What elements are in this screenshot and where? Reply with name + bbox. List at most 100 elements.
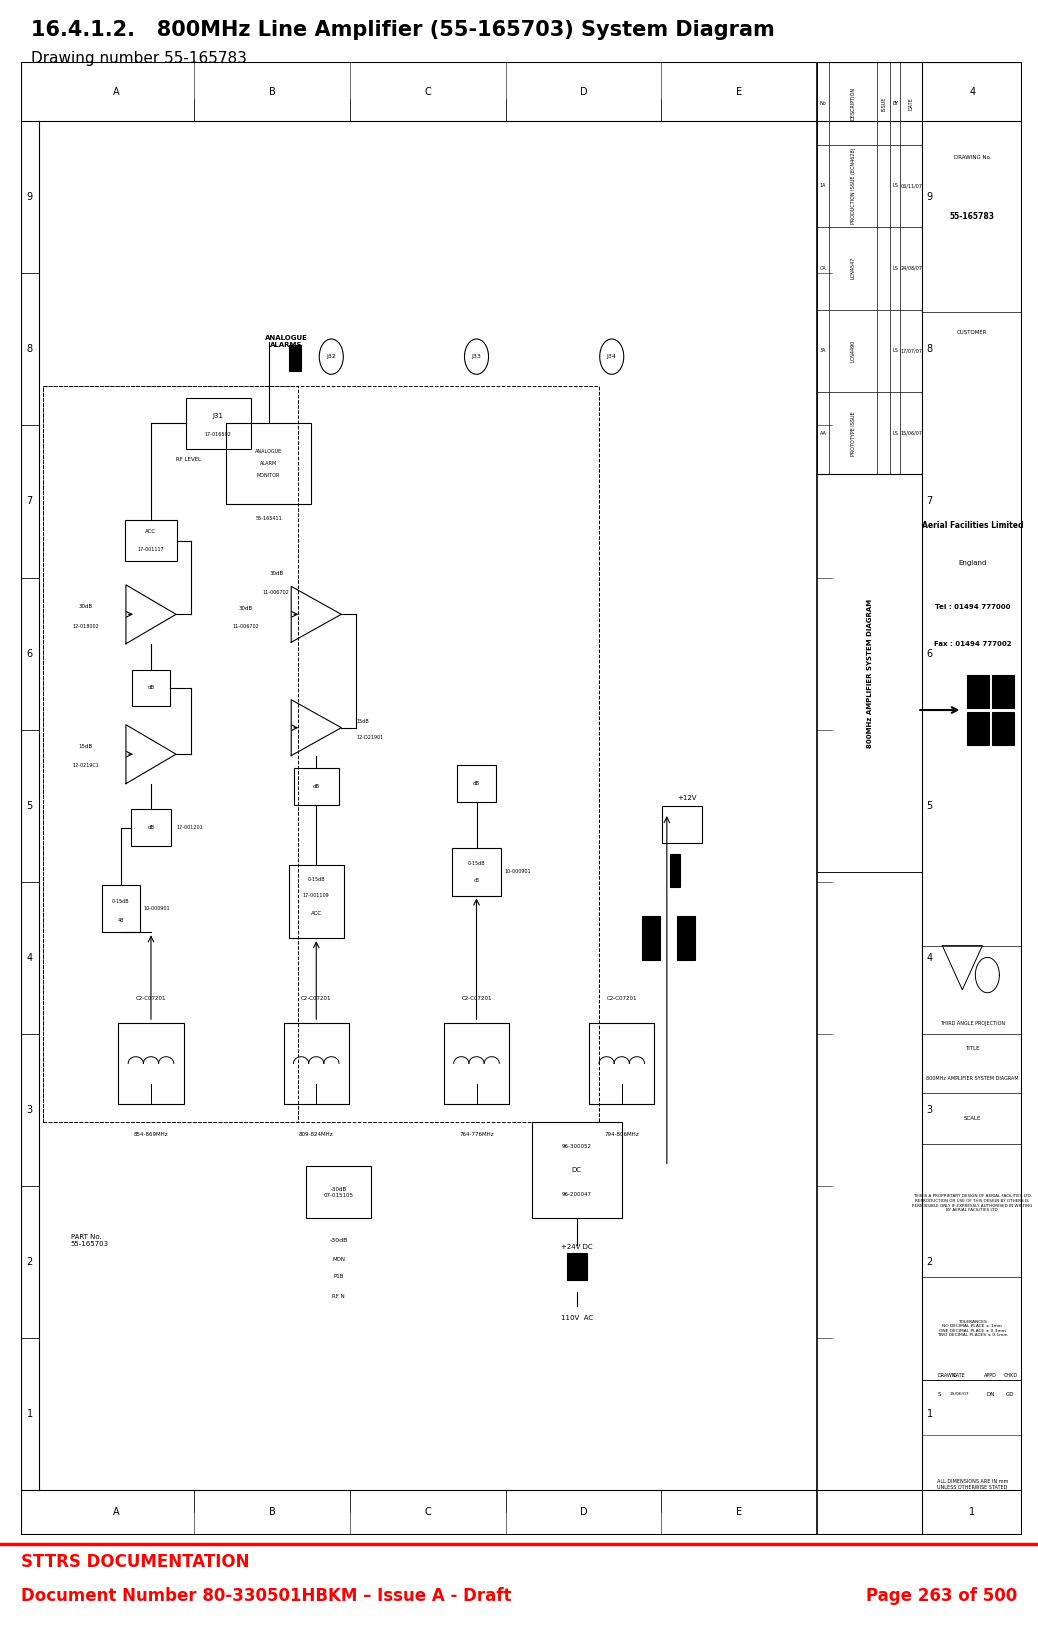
Text: 794-806MHz: 794-806MHz: [604, 1132, 639, 1137]
Text: DRAWN: DRAWN: [937, 1373, 956, 1378]
Bar: [289, 865, 344, 939]
Bar: [670, 854, 680, 887]
Text: 15dB: 15dB: [356, 720, 370, 725]
Text: 16.4.1.2.   800MHz Line Amplifier (55-165703) System Diagram: 16.4.1.2. 800MHz Line Amplifier (55-1657…: [31, 20, 775, 39]
Text: ISSUE: ISSUE: [881, 97, 886, 111]
Text: LS: LS: [893, 183, 898, 188]
Text: 3A: 3A: [820, 348, 826, 353]
Text: 809-824MHz: 809-824MHz: [299, 1132, 333, 1137]
Bar: [226, 424, 311, 504]
Text: 7: 7: [927, 496, 933, 507]
Text: 10-000901: 10-000901: [144, 906, 170, 911]
Text: 9: 9: [27, 191, 33, 203]
Text: 30dB: 30dB: [269, 571, 283, 576]
Bar: [186, 398, 251, 450]
Text: MONITOR: MONITOR: [257, 473, 280, 478]
Text: -30dB
07-015105: -30dB 07-015105: [324, 1186, 354, 1198]
Text: 1: 1: [27, 1409, 33, 1420]
Text: AA: AA: [820, 430, 826, 435]
Text: 17-001109: 17-001109: [303, 893, 330, 898]
Text: 8: 8: [27, 344, 33, 355]
Bar: [967, 676, 989, 708]
Text: Aerial Facilities Limited: Aerial Facilities Limited: [922, 522, 1023, 530]
Bar: [131, 810, 171, 846]
Text: LCN4547: LCN4547: [851, 257, 855, 280]
Text: cB: cB: [473, 879, 480, 883]
Text: 7: 7: [27, 496, 33, 507]
Text: 30dB: 30dB: [239, 605, 253, 610]
Text: 96-300052: 96-300052: [562, 1144, 592, 1148]
Text: ANALOGUE
ALARMS: ANALOGUE ALARMS: [265, 335, 307, 348]
Text: dB: dB: [312, 784, 320, 789]
Bar: [118, 1022, 184, 1104]
Text: 06/11/07: 06/11/07: [900, 183, 922, 188]
Text: dB: dB: [473, 780, 481, 787]
Text: 55-165783: 55-165783: [950, 213, 994, 221]
Text: 17/07/07: 17/07/07: [900, 348, 922, 353]
Text: D: D: [580, 1507, 588, 1518]
Text: Tel : 01494 777000: Tel : 01494 777000: [934, 604, 1010, 610]
Text: England: England: [958, 560, 986, 566]
Text: PRODUCTION ISSUE (ECN4628): PRODUCTION ISSUE (ECN4628): [851, 147, 855, 224]
Bar: [294, 769, 338, 805]
Text: 1A: 1A: [820, 183, 826, 188]
Text: Fax : 01494 777002: Fax : 01494 777002: [933, 641, 1011, 646]
Bar: [444, 1022, 509, 1104]
Text: J31: J31: [213, 412, 223, 419]
Text: 854-869MHz: 854-869MHz: [134, 1132, 168, 1137]
Text: 12-D21901: 12-D21901: [356, 736, 384, 741]
Text: ALARM: ALARM: [261, 461, 277, 466]
Text: 9: 9: [927, 191, 933, 203]
Text: DN: DN: [986, 1392, 994, 1397]
Text: SCALE: SCALE: [963, 1116, 981, 1121]
Text: ACC: ACC: [310, 911, 322, 916]
Text: +12V: +12V: [677, 795, 696, 802]
Text: B: B: [269, 87, 276, 97]
Text: 1: 1: [927, 1409, 933, 1420]
Text: RF N: RF N: [332, 1294, 346, 1299]
Text: RF LEVEL: RF LEVEL: [176, 456, 201, 463]
Text: C2-C07201: C2-C07201: [301, 996, 331, 1001]
Bar: [290, 345, 301, 371]
Bar: [102, 885, 140, 933]
Text: C2-C07201: C2-C07201: [461, 996, 492, 1001]
Text: DATE: DATE: [908, 97, 913, 110]
Bar: [967, 712, 989, 744]
Text: dB: dB: [147, 825, 155, 831]
Bar: [567, 1253, 586, 1279]
Text: D: D: [580, 87, 588, 97]
Bar: [992, 676, 1014, 708]
Text: LCN4490: LCN4490: [851, 340, 855, 362]
Text: THIS IS A PROPRIETARY DESIGN OF AERIAL FACILITIES LTD.
REPRODUCTION OR USE OF TH: THIS IS A PROPRIETARY DESIGN OF AERIAL F…: [912, 1194, 1033, 1212]
Text: 3: 3: [27, 1104, 33, 1116]
Text: 11-006702: 11-006702: [263, 589, 290, 596]
Text: -30dB: -30dB: [330, 1237, 348, 1243]
Text: J32: J32: [326, 353, 336, 360]
Text: APPD: APPD: [984, 1373, 996, 1378]
Text: LS: LS: [893, 265, 898, 272]
Text: Drawing number 55-165783: Drawing number 55-165783: [31, 51, 247, 65]
Text: S: S: [937, 1392, 940, 1397]
Text: 6: 6: [27, 648, 33, 659]
Text: E: E: [736, 87, 742, 97]
Bar: [992, 712, 1014, 744]
Text: J33: J33: [471, 353, 482, 360]
Text: 4: 4: [27, 952, 33, 964]
Text: LS: LS: [893, 430, 898, 435]
Bar: [43, 386, 599, 1122]
Text: 800MHz AMPLIFIER SYSTEM DIAGRAM: 800MHz AMPLIFIER SYSTEM DIAGRAM: [926, 1075, 1018, 1081]
Text: 4: 4: [969, 87, 976, 97]
Text: J34: J34: [607, 353, 617, 360]
Text: 0-15dB: 0-15dB: [307, 877, 325, 882]
Text: C: C: [425, 87, 432, 97]
Text: ACC: ACC: [145, 530, 157, 535]
Text: 0-15dB: 0-15dB: [468, 861, 486, 865]
Text: CA: CA: [820, 265, 826, 272]
Text: C: C: [425, 1507, 432, 1518]
Text: TITLE: TITLE: [965, 1045, 980, 1052]
Text: PART No.
55-165703: PART No. 55-165703: [71, 1234, 109, 1247]
Bar: [677, 916, 694, 960]
Text: dB: dB: [147, 685, 155, 690]
Text: 30dB: 30dB: [79, 604, 93, 610]
Text: 2: 2: [927, 1256, 933, 1268]
